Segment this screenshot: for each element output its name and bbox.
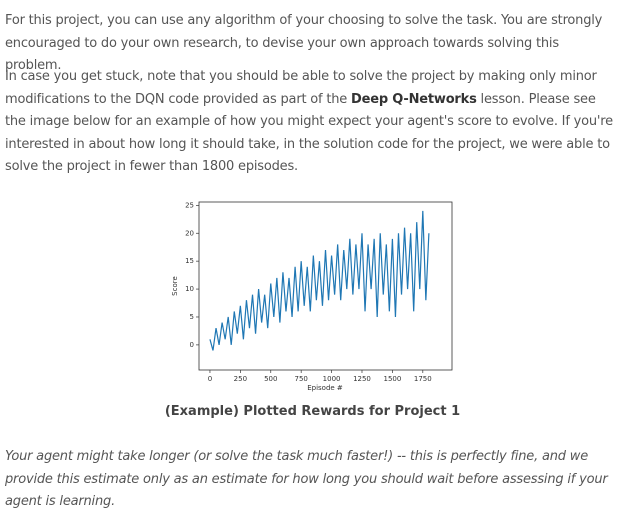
plot-frame [198, 201, 453, 371]
x-tick-label: 1500 [383, 375, 401, 383]
text: In case you get stuck, note that you sho… [5, 69, 597, 107]
text: lesson. Please see the image below for a… [5, 91, 613, 175]
page: {"paragraphs":[ {"text":"For this projec… [5, 13, 617, 509]
x-tick-label: 500 [264, 375, 277, 383]
y-tick-label: 20 [185, 229, 194, 237]
paragraph: In case you get stuck, note that you sho… [5, 66, 617, 179]
x-tick-label: 0 [208, 375, 212, 383]
x-tick-label: 1250 [353, 375, 371, 383]
x-tick-label: 250 [234, 375, 247, 383]
y-tick-label: 0 [190, 341, 194, 349]
y-axis-label: Score [171, 276, 179, 296]
y-tick-label: 15 [185, 257, 194, 265]
bold-text: Deep Q-Networks [351, 91, 477, 107]
y-tick-label: 5 [190, 313, 194, 321]
x-tick-label: 1000 [323, 375, 341, 383]
x-tick-label: 750 [294, 375, 307, 383]
page-body: For this project, you can use any algori… [5, 13, 617, 509]
paragraph: For this project, you can use any algori… [5, 13, 603, 73]
score-line [209, 210, 430, 351]
note: Your agent might take longer (or solve t… [5, 449, 608, 509]
y-tick-label: 25 [185, 201, 194, 209]
caption: (Example) Plotted Rewards for Project 1 [164, 404, 461, 419]
x-axis-label: Episode # [307, 384, 343, 392]
y-tick-label: 10 [185, 285, 194, 293]
x-tick-label: 1750 [414, 375, 432, 383]
